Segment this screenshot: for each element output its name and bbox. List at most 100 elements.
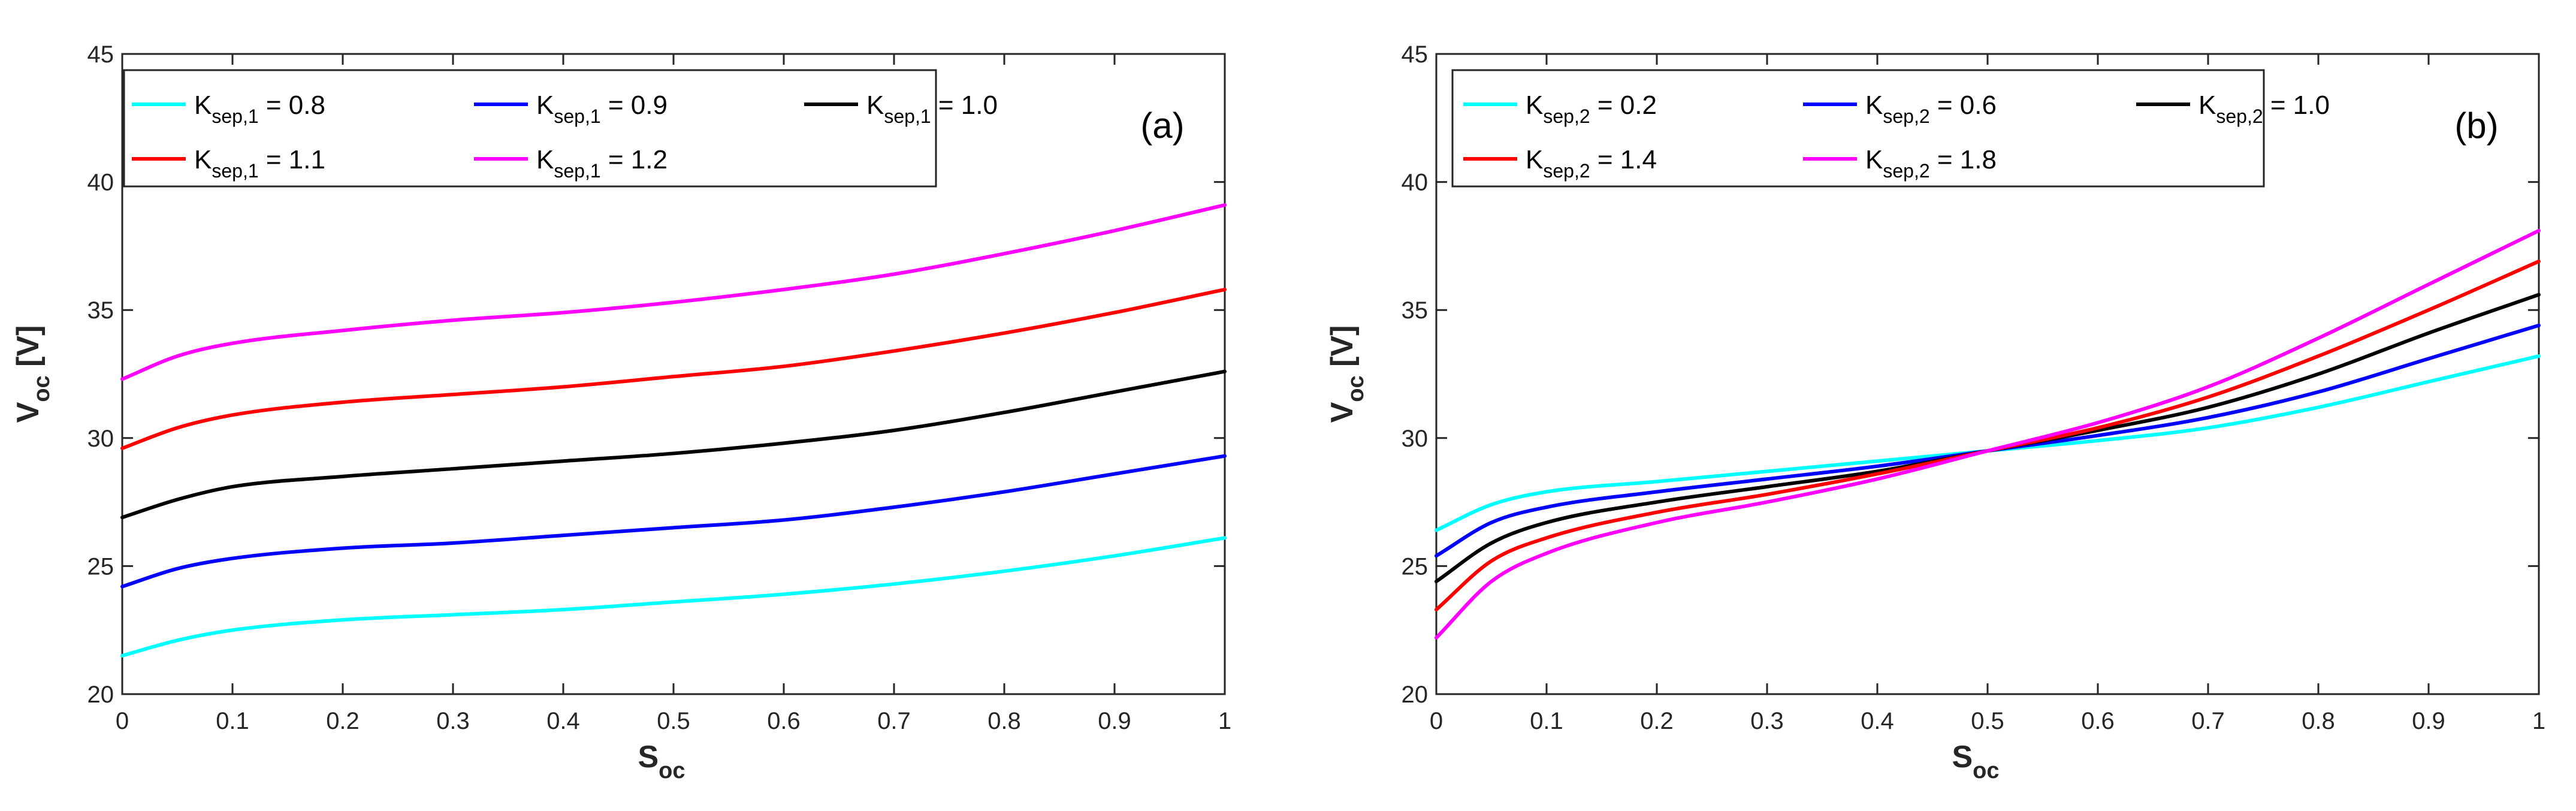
x-axis-label-sub: oc — [659, 758, 685, 783]
legend-label-sub: sep,1 — [212, 160, 258, 182]
legend-label-main: K — [866, 91, 884, 120]
series-line-4 — [120, 288, 1227, 450]
x-axis-label: Soc — [1952, 740, 1999, 783]
x-tick-label: 0.2 — [326, 708, 360, 734]
legend-label-main: K — [1865, 145, 1883, 174]
legend-label-value: = 1.2 — [601, 145, 668, 174]
panel-label: (a) — [1140, 105, 1184, 146]
x-tick-label: 0.2 — [1640, 708, 1674, 734]
legend-label-value: = 1.0 — [2263, 91, 2330, 120]
legend-label-sub: sep,1 — [554, 160, 600, 182]
series-line-1 — [1435, 354, 2541, 532]
y-tick-label: 30 — [1402, 426, 1429, 452]
y-axis-label-sub: oc — [29, 375, 55, 402]
x-tick-label: 0.1 — [216, 708, 249, 734]
legend-item-1: Ksep,1 = 0.8 — [132, 91, 325, 127]
y-axis-label-main: V — [11, 402, 46, 423]
y-axis-label: Voc [V] — [1325, 325, 1369, 423]
series-line-5 — [1435, 228, 2541, 640]
legend-label: Ksep,2 = 1.8 — [1865, 145, 1997, 182]
y-tick-label: 30 — [87, 426, 114, 452]
y-tick-label: 45 — [87, 41, 114, 68]
legend-item-2: Ksep,1 = 0.9 — [474, 91, 668, 127]
series-line-2 — [120, 454, 1227, 589]
legend-label: Ksep,2 = 1.0 — [2198, 91, 2330, 127]
legend-item-3: Ksep,2 = 1.0 — [2136, 91, 2330, 127]
y-axis-label-main: V — [1325, 402, 1360, 423]
y-tick-label: 35 — [87, 297, 114, 324]
y-axis-label-unit: [V] — [1325, 325, 1360, 376]
legend-label: Ksep,2 = 1.4 — [1526, 145, 1657, 182]
x-tick-label: 0.4 — [546, 708, 580, 734]
x-tick-label: 0.7 — [877, 708, 911, 734]
x-tick-label: 0.6 — [2081, 708, 2115, 734]
legend-label-main: K — [2198, 91, 2216, 120]
legend-label-sub: sep,2 — [1543, 160, 1590, 182]
legend-label-sub: sep,1 — [212, 105, 258, 127]
y-tick-label: 20 — [87, 682, 114, 708]
legend-label: Ksep,1 = 1.2 — [536, 145, 668, 182]
legend-label-value: = 1.1 — [259, 145, 325, 174]
legend-box — [123, 69, 937, 188]
y-tick-label: 35 — [1402, 297, 1429, 324]
series-line-3 — [120, 369, 1227, 520]
legend-label-value: = 0.9 — [601, 91, 668, 120]
legend-label: Ksep,1 = 1.0 — [866, 91, 998, 127]
legend-label-value: = 1.4 — [1590, 145, 1657, 174]
legend-label-main: K — [1526, 91, 1543, 120]
legend: Ksep,1 = 0.8 Ksep,1 = 0.9 Ksep,1 = 1.0Ksep… — [123, 69, 998, 188]
y-tick-label: 25 — [87, 553, 114, 580]
legend-label-sub: sep,2 — [2216, 105, 2263, 127]
legend-label-main: K — [1526, 145, 1543, 174]
x-tick-label: 0.5 — [1971, 708, 2004, 734]
legend-item-4: Ksep,2 = 1.4 — [1463, 145, 1657, 182]
series-line-1 — [120, 536, 1227, 658]
x-tick-label: 0.8 — [2302, 708, 2335, 734]
x-tick-label: 0.6 — [767, 708, 801, 734]
x-tick-label: 0.8 — [987, 708, 1021, 734]
x-tick-label: 0 — [1430, 708, 1443, 734]
x-axis-label-main: S — [1952, 740, 1973, 774]
x-tick-label: 0.9 — [2412, 708, 2445, 734]
legend-label-main: K — [194, 145, 212, 174]
chart-panel-b: 0 0.1 0.2 0.3 0.4 0.5 0.6 0.7 0.8 0.9 1 20 25 30 35 40 4… — [1325, 41, 2545, 783]
legend-label: Ksep,1 = 0.8 — [194, 91, 325, 127]
legend-label-main: K — [194, 91, 212, 120]
y-tick-label: 40 — [1402, 170, 1429, 196]
x-tick-label: 0.4 — [1861, 708, 1894, 734]
legend-item-5: Ksep,2 = 1.8 — [1803, 145, 1997, 182]
legend-item-2: Ksep,2 = 0.6 — [1803, 91, 1997, 127]
series-line-2 — [1435, 323, 2541, 558]
x-tick-label: 0.3 — [1750, 708, 1784, 734]
series-line-5 — [120, 203, 1227, 381]
legend-label-value: = 1.0 — [931, 91, 998, 120]
legend-label-sub: sep,2 — [1883, 105, 1929, 127]
legend-label-value: = 0.8 — [259, 91, 325, 120]
x-tick-label: 0.1 — [1530, 708, 1563, 734]
legend-label: Ksep,2 = 0.2 — [1526, 91, 1657, 127]
x-tick-label: 1 — [1218, 708, 1231, 734]
legend-box — [1451, 69, 2265, 188]
legend-label: Ksep,1 = 0.9 — [536, 91, 668, 127]
y-tick-label: 20 — [1402, 682, 1429, 708]
legend-label: Ksep,2 = 0.6 — [1865, 91, 1997, 127]
legend-label-main: K — [1865, 91, 1883, 120]
legend-item-5: Ksep,1 = 1.2 — [474, 145, 668, 182]
legend-label-sub: sep,1 — [884, 105, 931, 127]
legend: Ksep,2 = 0.2 Ksep,2 = 0.6 Ksep,2 = 1.0Ksep… — [1451, 69, 2330, 188]
x-axis-label-sub: oc — [1973, 758, 1999, 783]
y-tick-label: 40 — [87, 170, 114, 196]
legend-label: Ksep,1 = 1.1 — [194, 145, 325, 182]
panel-label: (b) — [2454, 105, 2498, 146]
y-tick-label: 45 — [1402, 41, 1429, 68]
x-axis-label-main: S — [638, 740, 659, 774]
y-axis-label: Voc [V] — [11, 325, 55, 423]
legend-item-4: Ksep,1 = 1.1 — [132, 145, 325, 182]
x-tick-label: 0.9 — [1098, 708, 1131, 734]
chart-panel-a: 0 0.1 0.2 0.3 0.4 0.5 0.6 0.7 0.8 0.9 1 20 25 30 35 40 4… — [11, 41, 1231, 783]
legend-label-value: = 0.2 — [1590, 91, 1657, 120]
legend-label-main: K — [536, 91, 554, 120]
series-line-3 — [1435, 293, 2541, 584]
